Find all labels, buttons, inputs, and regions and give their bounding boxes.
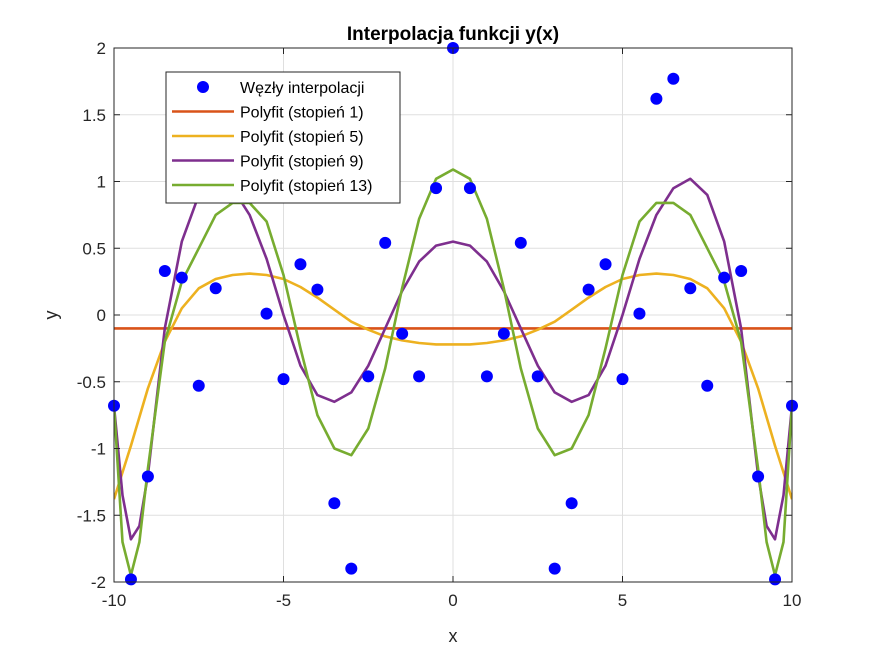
interpolation-node — [769, 573, 782, 586]
interpolation-node — [124, 573, 137, 586]
interpolation-node — [735, 264, 748, 277]
y-tick-label: -0.5 — [77, 373, 106, 392]
x-axis-label: x — [449, 626, 458, 646]
x-axis-ticks: -10 -5 0 5 10 — [102, 48, 802, 610]
interpolation-node — [497, 327, 510, 340]
y-tick-label: -1.5 — [77, 506, 106, 525]
interpolation-node — [599, 258, 612, 271]
interpolation-node — [175, 271, 188, 284]
y-tick-label: 2 — [97, 39, 106, 58]
y-tick-label: 1.5 — [82, 106, 106, 125]
interpolation-node — [548, 562, 561, 575]
interpolation-node — [277, 373, 290, 386]
y-tick-label: 1 — [97, 173, 106, 192]
legend-entry-label: Polyfit (stopień 9) — [240, 154, 364, 171]
y-tick-label: 0.5 — [82, 239, 106, 258]
x-tick-label: -5 — [276, 591, 291, 610]
interpolation-node — [379, 236, 392, 249]
x-tick-label: 10 — [783, 591, 802, 610]
legend: Węzły interpolacji Polyfit (stopień 1) Pol… — [165, 71, 401, 204]
y-tick-label: -1 — [91, 440, 106, 459]
interpolation-node — [311, 283, 324, 296]
interpolation-node — [684, 282, 697, 295]
interpolation-node — [650, 92, 663, 105]
x-tick-label: 5 — [618, 591, 627, 610]
x-tick-label: -10 — [102, 591, 127, 610]
interpolation-node — [480, 370, 493, 383]
series-line-2 — [114, 272, 792, 500]
interpolation-node — [633, 307, 646, 320]
interpolation-node — [260, 307, 273, 320]
series-line-4 — [114, 168, 792, 577]
interpolation-node — [141, 470, 154, 483]
interpolation-node — [514, 236, 527, 249]
interpolation-node — [718, 271, 731, 284]
legend-box — [165, 71, 401, 204]
legend-entry-label: Węzły interpolacji — [240, 80, 364, 97]
interpolation-node — [328, 497, 341, 510]
y-tick-label: 0 — [97, 306, 106, 325]
interpolation-node — [413, 370, 426, 383]
interpolation-node — [396, 327, 409, 340]
y-axis-label: y — [41, 311, 61, 320]
interpolation-node — [582, 283, 595, 296]
legend-entry-label: Polyfit (stopień 1) — [240, 105, 364, 122]
interpolation-node — [565, 497, 578, 510]
x-tick-label: 0 — [448, 591, 457, 610]
interpolation-node — [667, 72, 680, 85]
series-lines — [114, 168, 792, 577]
y-axis-ticks: -2 -1.5 -1 -0.5 0 0.5 1 1.5 2 — [77, 39, 792, 592]
interpolation-node — [362, 370, 375, 383]
legend-entry-label: Polyfit (stopień 5) — [240, 129, 364, 146]
interpolation-node — [345, 562, 358, 575]
interpolation-node — [430, 182, 443, 195]
interpolation-node — [752, 470, 765, 483]
interpolation-node — [531, 370, 544, 383]
interpolation-node — [158, 264, 171, 277]
chart-title: Interpolacja funkcji y(x) — [347, 24, 559, 45]
interpolation-node — [616, 373, 629, 386]
interpolation-node — [294, 258, 307, 271]
interpolation-node — [209, 282, 222, 295]
legend-entry-label: Polyfit (stopień 13) — [240, 178, 373, 195]
legend-marker-nodes — [197, 81, 209, 93]
y-tick-label: -2 — [91, 573, 106, 592]
interpolation-node — [463, 182, 476, 195]
interpolation-node — [192, 379, 205, 392]
interpolation-node — [701, 379, 714, 392]
